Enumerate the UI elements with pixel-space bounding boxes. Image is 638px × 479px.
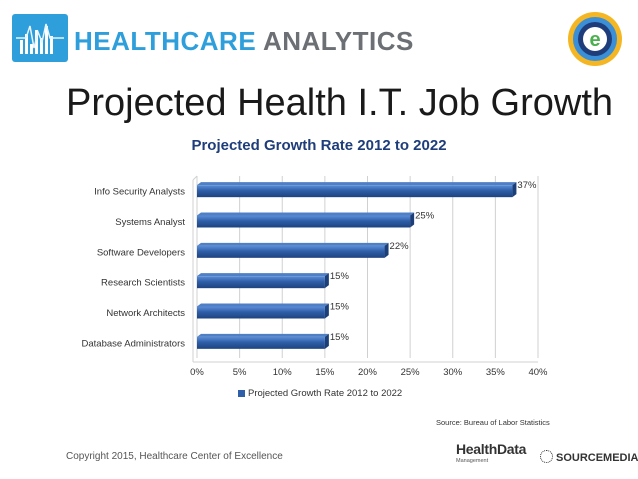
category-label: Research Scientists [101,278,185,289]
bar-chart: 0% 5% 10% 15% 20% 25% 30% 35% 40% Info Security A… [82,175,548,378]
data-label: 15% [330,332,350,343]
healthdata-management-logo: HealthData Management [456,442,526,465]
slide-title: Projected Health I.T. Job Growth [66,82,614,124]
x-tick-label: 20% [358,367,378,378]
bar [197,215,411,228]
bar-top-face [197,303,329,307]
source-note: Source: Bureau of Labor Statistics [436,418,550,427]
x-tick-label: 30% [443,367,463,378]
data-label: 15% [330,271,350,282]
bar-end-face [512,182,517,198]
bar [197,185,513,198]
x-tick-label: 0% [190,367,204,378]
brand-word-healthcare: HEALTHCARE [74,26,257,56]
bar-top-face [197,242,389,246]
data-label: 15% [330,302,350,313]
x-tick-label: 15% [315,367,335,378]
category-label: Network Architects [106,308,185,319]
bar [197,276,325,289]
axis-wall [192,175,198,181]
x-tick-label: 35% [486,367,506,378]
category-label: Info Security Analysts [94,187,185,198]
bar-top-face [197,333,329,337]
x-tick-label: 10% [273,367,293,378]
chart-title: Projected Growth Rate 2012 to 2022 [191,137,447,154]
data-label: 37% [517,180,537,191]
healthcare-analytics-logo-icon [12,14,68,62]
legend-label: Projected Growth Rate 2012 to 2022 [248,388,403,399]
badge-letter: e [589,29,600,51]
category-label: Systems Analyst [115,217,185,228]
sourcemedia-logo-text: SOURCEMEDIA [556,452,638,464]
bar-top-face [197,212,415,216]
data-label: 25% [415,211,435,222]
bar-end-face [324,303,329,319]
excellence-badge-icon: e [566,10,624,68]
bar-end-face [324,273,329,289]
healthdata-logo-text: HealthData [456,441,527,457]
bar-end-face [324,333,329,349]
brand-name: HEALTHCARE ANALYTICS [74,26,414,57]
copyright-text: Copyright 2015, Healthcare Center of Exc… [66,451,283,462]
bar [197,306,325,319]
bar [197,336,325,349]
brand-word-analytics: ANALYTICS [262,26,414,56]
healthdata-logo-subtext: Management [456,458,489,464]
bar-top-face [197,182,517,186]
sourcemedia-logo: SOURCEMEDIA [540,450,638,464]
x-tick-label: 40% [528,367,548,378]
chart-legend: Projected Growth Rate 2012 to 2022 [238,388,402,399]
bar-end-face [410,212,415,228]
bar-top-face [197,273,329,277]
x-tick-label: 5% [233,367,247,378]
category-label: Database Administrators [82,338,186,349]
sourcemedia-logo-icon [540,450,553,463]
bar [197,245,385,258]
x-tick-label: 25% [401,367,421,378]
legend-swatch [238,389,245,397]
bar-end-face [384,242,389,258]
category-label: Software Developers [97,247,185,258]
data-label: 22% [390,241,410,252]
